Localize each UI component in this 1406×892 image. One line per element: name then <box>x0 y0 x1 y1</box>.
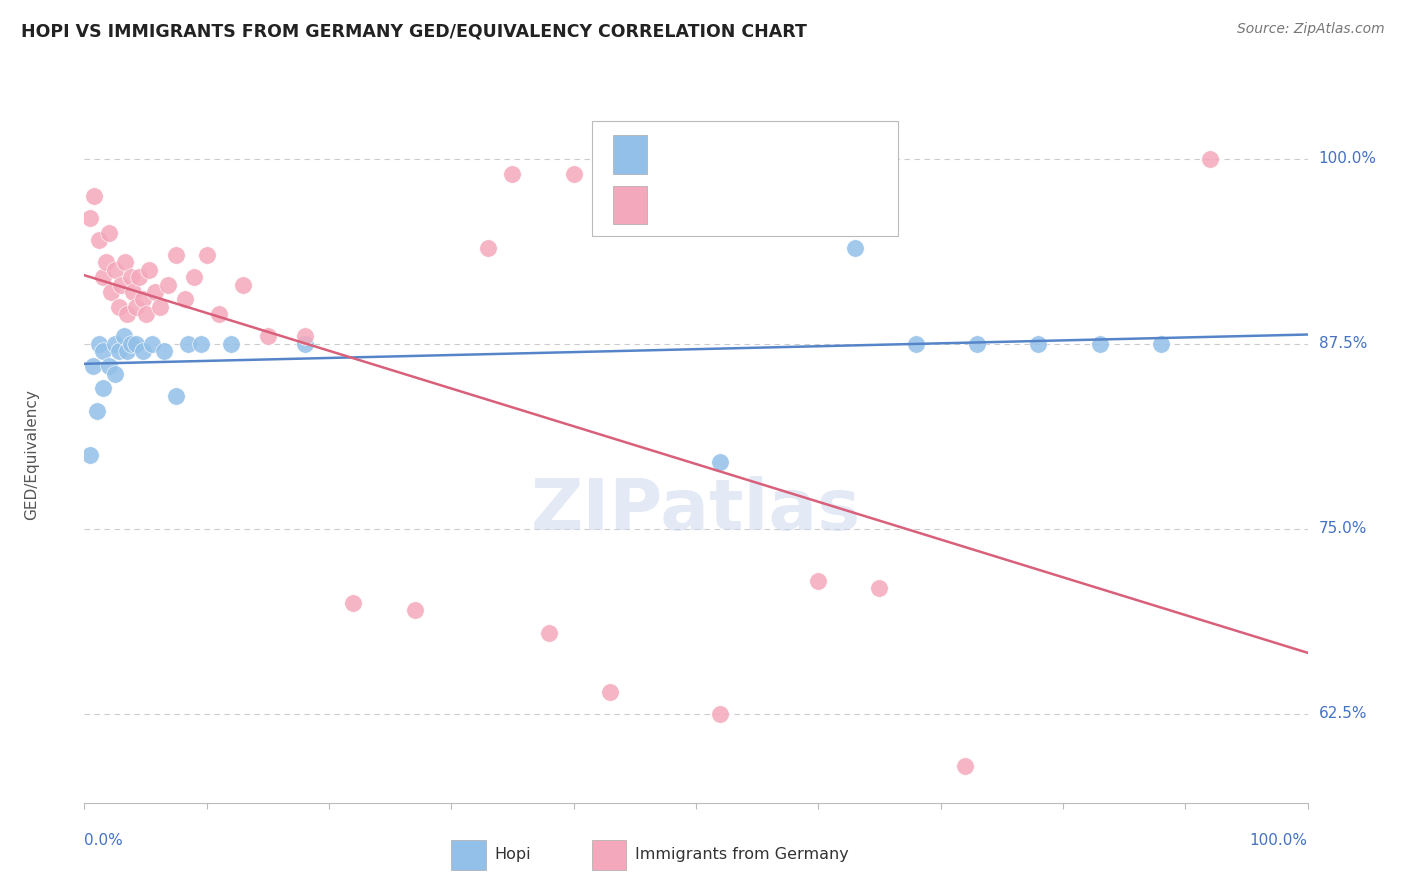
Point <box>91 381 114 395</box>
Point <box>149 300 172 314</box>
Point <box>1088 337 1111 351</box>
Point <box>132 293 155 307</box>
Point <box>143 285 166 299</box>
Point <box>135 307 157 321</box>
Point <box>156 277 179 292</box>
Point <box>120 270 142 285</box>
Text: 0.203: 0.203 <box>713 196 766 214</box>
Point <box>190 337 212 351</box>
Point <box>87 233 110 247</box>
Point <box>79 211 101 225</box>
Point <box>128 270 150 285</box>
Text: 0.0%: 0.0% <box>84 833 124 848</box>
FancyBboxPatch shape <box>613 136 647 174</box>
Point <box>82 359 104 373</box>
Point <box>183 270 205 285</box>
Text: GED/Equivalency: GED/Equivalency <box>24 390 39 520</box>
Point <box>219 337 242 351</box>
Point <box>97 359 120 373</box>
Point <box>173 293 195 307</box>
Point <box>257 329 280 343</box>
Point <box>342 596 364 610</box>
Point <box>562 167 585 181</box>
Point <box>104 263 127 277</box>
Point <box>87 337 110 351</box>
Point <box>953 759 976 773</box>
Text: Source: ZipAtlas.com: Source: ZipAtlas.com <box>1237 22 1385 37</box>
Point <box>96 255 118 269</box>
Text: 87.5%: 87.5% <box>1319 336 1367 351</box>
Point <box>97 226 120 240</box>
Point <box>91 344 114 359</box>
Text: -0.045: -0.045 <box>706 145 765 163</box>
Text: R =: R = <box>662 198 702 213</box>
Point <box>966 337 988 351</box>
Text: N =: N = <box>775 198 810 213</box>
Point <box>709 706 731 721</box>
Point <box>122 285 145 299</box>
Point <box>107 300 129 314</box>
Point <box>100 285 122 299</box>
Point <box>79 448 101 462</box>
Point <box>86 403 108 417</box>
Text: 100.0%: 100.0% <box>1250 833 1308 848</box>
Text: 100.0%: 100.0% <box>1319 152 1376 166</box>
Point <box>153 344 176 359</box>
Point <box>120 337 142 351</box>
Point <box>112 329 135 343</box>
Point <box>177 337 200 351</box>
Point <box>104 367 127 381</box>
Text: 75.0%: 75.0% <box>1319 522 1367 536</box>
Point <box>404 603 426 617</box>
Point <box>294 337 316 351</box>
Point <box>132 344 155 359</box>
Point <box>869 581 891 595</box>
Point <box>115 344 138 359</box>
Point <box>599 685 621 699</box>
Point <box>110 277 132 292</box>
Point <box>104 337 127 351</box>
Point <box>1198 152 1220 166</box>
Point <box>125 300 148 314</box>
Point <box>294 329 316 343</box>
Point <box>905 337 928 351</box>
Text: 62.5%: 62.5% <box>1319 706 1367 722</box>
FancyBboxPatch shape <box>451 839 485 871</box>
Point <box>538 625 561 640</box>
Text: N =: N = <box>775 147 810 162</box>
Point <box>141 337 163 351</box>
Text: 29: 29 <box>815 145 839 163</box>
Text: ZIPatlas: ZIPatlas <box>531 476 860 545</box>
Text: 42: 42 <box>815 196 839 214</box>
FancyBboxPatch shape <box>613 186 647 225</box>
Point <box>115 307 138 321</box>
FancyBboxPatch shape <box>592 839 626 871</box>
Point <box>208 307 231 321</box>
Point <box>709 455 731 469</box>
Point <box>477 241 499 255</box>
Text: R =: R = <box>662 147 696 162</box>
Point <box>125 337 148 351</box>
FancyBboxPatch shape <box>592 121 898 235</box>
Point <box>83 189 105 203</box>
Point <box>501 167 523 181</box>
Point <box>844 241 866 255</box>
Point <box>91 270 114 285</box>
Point <box>195 248 218 262</box>
Point <box>138 263 160 277</box>
Point <box>807 574 830 588</box>
Text: Hopi: Hopi <box>494 847 530 863</box>
Text: Immigrants from Germany: Immigrants from Germany <box>636 847 849 863</box>
Point <box>1028 337 1050 351</box>
Point <box>107 344 129 359</box>
Point <box>165 248 187 262</box>
Point <box>1150 337 1173 351</box>
Point <box>232 277 254 292</box>
Point <box>165 389 187 403</box>
Point <box>114 255 136 269</box>
Text: HOPI VS IMMIGRANTS FROM GERMANY GED/EQUIVALENCY CORRELATION CHART: HOPI VS IMMIGRANTS FROM GERMANY GED/EQUI… <box>21 22 807 40</box>
